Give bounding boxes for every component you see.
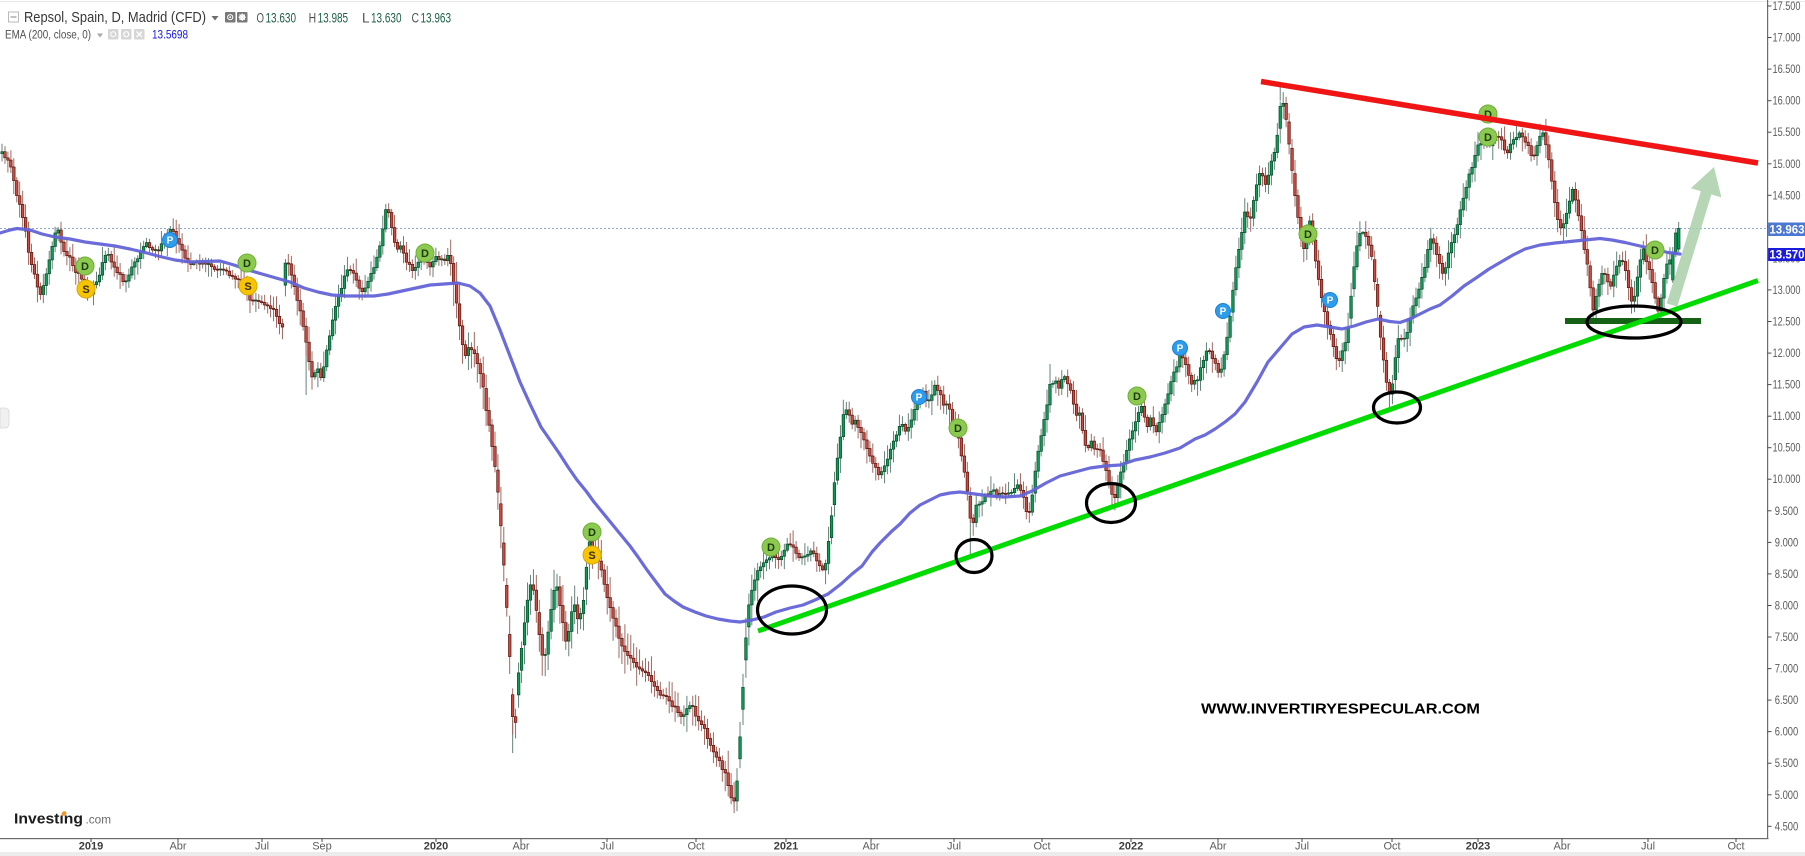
svg-text:11.500: 11.500	[1773, 380, 1801, 392]
svg-text:13.5698: 13.5698	[152, 28, 188, 42]
svg-text:Oct: Oct	[1033, 841, 1050, 853]
svg-text:D: D	[1651, 245, 1659, 257]
svg-text:7.000: 7.000	[1775, 664, 1799, 676]
svg-text:2023: 2023	[1466, 841, 1490, 853]
svg-text:D: D	[243, 258, 251, 270]
svg-text:10.000: 10.000	[1773, 474, 1801, 486]
svg-text:D: D	[1484, 132, 1492, 144]
svg-text:EMA (200, close, 0): EMA (200, close, 0)	[5, 30, 91, 42]
svg-text:WWW.INVERTIRYESPECULAR.COM: WWW.INVERTIRYESPECULAR.COM	[1201, 701, 1480, 718]
svg-text:D: D	[588, 527, 596, 539]
svg-text:D: D	[1304, 229, 1312, 241]
svg-text:Abr: Abr	[862, 841, 879, 853]
svg-text:Abr: Abr	[1209, 841, 1226, 853]
svg-text:2019: 2019	[79, 841, 103, 853]
svg-text:Investıng: Investıng	[14, 811, 83, 828]
svg-text:Jul: Jul	[255, 841, 269, 853]
svg-text:13.000: 13.000	[1773, 285, 1801, 297]
svg-text:11.000: 11.000	[1773, 411, 1801, 423]
svg-text:.com: .com	[86, 815, 112, 827]
svg-text:H: H	[309, 11, 317, 26]
svg-text:P: P	[1327, 296, 1334, 307]
svg-text:L: L	[362, 11, 370, 26]
svg-text:6.500: 6.500	[1775, 695, 1799, 707]
svg-text:S: S	[244, 281, 251, 293]
svg-text:9.500: 9.500	[1775, 506, 1799, 518]
svg-text:13.630: 13.630	[371, 11, 402, 26]
svg-text:2022: 2022	[1119, 841, 1143, 853]
svg-text:6.000: 6.000	[1775, 727, 1799, 739]
svg-text:O: O	[257, 11, 265, 26]
svg-text:D: D	[81, 261, 89, 273]
svg-text:13.985: 13.985	[318, 11, 349, 26]
svg-text:7.500: 7.500	[1775, 632, 1799, 644]
svg-text:5.500: 5.500	[1775, 758, 1799, 770]
svg-text:17.500: 17.500	[1773, 1, 1801, 13]
svg-text:Jul: Jul	[1641, 841, 1655, 853]
svg-text:13.570: 13.570	[1769, 250, 1804, 262]
svg-text:14.500: 14.500	[1773, 190, 1801, 202]
svg-text:Abr: Abr	[1553, 841, 1570, 853]
svg-text:8.000: 8.000	[1775, 601, 1799, 613]
svg-text:D: D	[1484, 109, 1492, 121]
svg-text:10.500: 10.500	[1773, 443, 1801, 455]
svg-text:13.963: 13.963	[1769, 224, 1804, 236]
svg-text:2021: 2021	[774, 841, 798, 853]
svg-text:5.000: 5.000	[1775, 790, 1799, 802]
svg-text:Jul: Jul	[1295, 841, 1309, 853]
svg-text:Oct: Oct	[1727, 841, 1744, 853]
svg-text:Jul: Jul	[600, 841, 614, 853]
svg-text:S: S	[588, 550, 595, 562]
svg-text:16.500: 16.500	[1773, 64, 1801, 76]
svg-text:4.500: 4.500	[1775, 821, 1799, 833]
svg-text:8.500: 8.500	[1775, 569, 1799, 581]
svg-text:12.500: 12.500	[1773, 317, 1801, 329]
svg-text:15.500: 15.500	[1773, 127, 1801, 139]
svg-text:S: S	[82, 284, 89, 296]
svg-text:D: D	[421, 248, 429, 260]
svg-text:P: P	[1220, 307, 1227, 318]
svg-text:Abr: Abr	[512, 841, 529, 853]
svg-text:13.963: 13.963	[421, 11, 452, 26]
svg-text:P: P	[167, 236, 174, 247]
svg-text:D: D	[954, 423, 962, 435]
svg-text:17.000: 17.000	[1773, 33, 1801, 45]
svg-text:2020: 2020	[424, 841, 448, 853]
svg-text:15.000: 15.000	[1773, 159, 1801, 171]
svg-text:P: P	[916, 393, 923, 404]
svg-text:D: D	[1133, 391, 1141, 403]
svg-text:Sep: Sep	[312, 841, 332, 853]
svg-text:9.000: 9.000	[1775, 537, 1799, 549]
svg-text:Repsol, Spain, D, Madrid (CFD): Repsol, Spain, D, Madrid (CFD)	[24, 10, 206, 26]
svg-text:13.630: 13.630	[266, 11, 297, 26]
svg-text:Abr: Abr	[169, 841, 186, 853]
svg-text:D: D	[767, 542, 775, 554]
svg-text:P: P	[1177, 344, 1184, 355]
svg-text:16.000: 16.000	[1773, 96, 1801, 108]
svg-text:Oct: Oct	[687, 841, 704, 853]
svg-text:12.000: 12.000	[1773, 348, 1801, 360]
svg-text:Oct: Oct	[1383, 841, 1400, 853]
svg-text:C: C	[412, 11, 420, 26]
svg-text:Jul: Jul	[947, 841, 961, 853]
